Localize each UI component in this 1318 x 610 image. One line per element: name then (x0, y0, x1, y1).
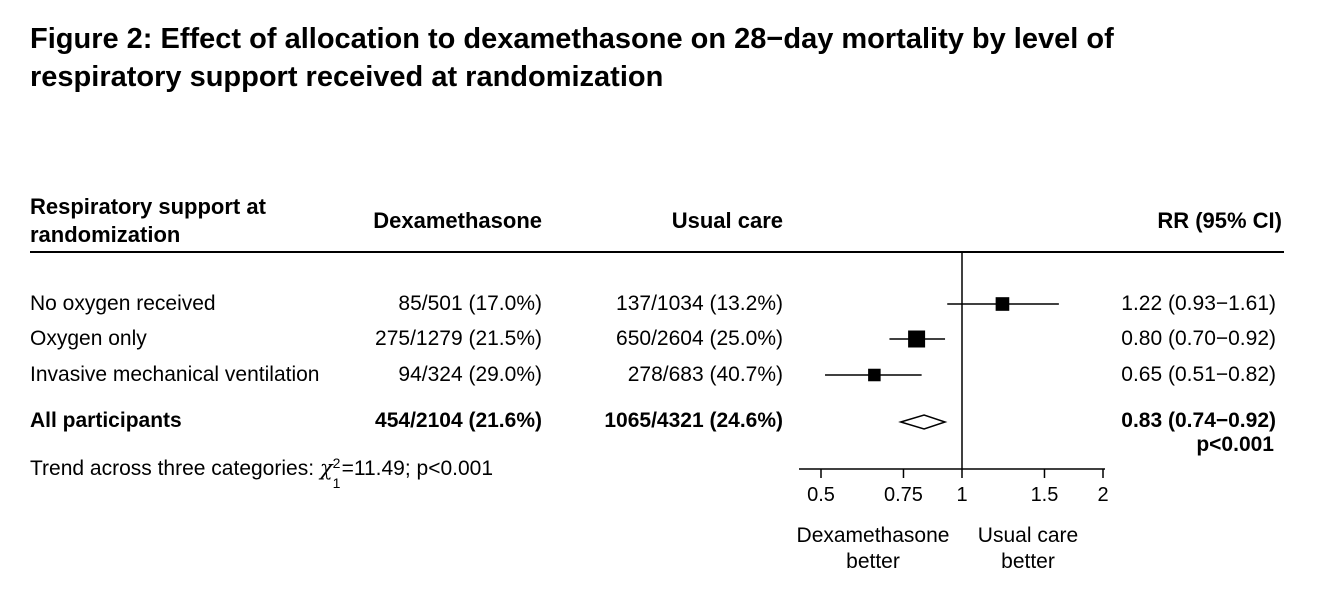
trend-test: Trend across three categories: χ 2 1 =11.49… (30, 455, 494, 490)
left-direction-label-line1: Dexamethasone (797, 524, 950, 547)
overall-dex-value: 454/2104 (21.6%) (375, 409, 542, 432)
x-tick-label: 1.5 (1031, 484, 1059, 506)
right-direction-label-line1: Usual care (978, 524, 1078, 547)
overall-p-value: p<0.001 (1196, 433, 1274, 456)
forest-plot-marks: 0.5 0.75 1 1.5 2 Dexamethasone better Usual car… (797, 253, 1109, 573)
row-dex-value: 94/324 (29.0%) (398, 363, 542, 386)
row-rr-text: 0.65 (0.51−0.82) (1121, 363, 1276, 386)
overall-rr-text: 0.83 (0.74−0.92) (1121, 409, 1276, 432)
row-dex-value: 275/1279 (21.5%) (375, 327, 542, 350)
x-tick-label: 1 (956, 484, 967, 506)
row-dex-value: 85/501 (17.0%) (398, 292, 542, 315)
x-tick-label: 0.75 (884, 484, 923, 506)
header-usual-care: Usual care (671, 208, 783, 233)
point-estimate-square (908, 330, 926, 348)
chi-subscript: 1 (332, 475, 341, 491)
right-direction-label-line2: better (1001, 550, 1055, 573)
figure-title: Figure 2: Effect of allocation to dexame… (30, 23, 1114, 93)
x-tick-label: 0.5 (807, 484, 835, 506)
trend-prefix: Trend across three categories: (30, 457, 320, 480)
row-usual-value: 278/683 (40.7%) (627, 363, 783, 386)
row-label: No oxygen received (30, 292, 216, 315)
overall-diamond (898, 414, 948, 430)
header-dexamethasone: Dexamethasone (373, 208, 542, 233)
row-rr-text: 1.22 (0.93−1.61) (1121, 292, 1276, 315)
row-rr-text: 0.80 (0.70−0.92) (1121, 327, 1276, 350)
header-rr: RR (95% CI) (1157, 208, 1282, 233)
point-estimate-square (995, 297, 1010, 311)
overall-usual-value: 1065/4321 (24.6%) (604, 409, 783, 432)
row-usual-value: 650/2604 (25.0%) (616, 327, 783, 350)
row-label: Invasive mechanical ventilation (30, 363, 320, 386)
chi-superscript: 2 (332, 455, 341, 471)
overall-label: All participants (30, 409, 182, 432)
chi-symbol: χ (319, 456, 333, 480)
point-estimate-square (868, 368, 881, 382)
x-tick-label: 2 (1097, 484, 1108, 506)
row-label: Oxygen only (30, 327, 147, 350)
header-rule (30, 251, 1284, 253)
row-usual-value: 137/1034 (13.2%) (616, 292, 783, 315)
left-direction-label-line2: better (846, 550, 900, 573)
trend-suffix: =11.49; p<0.001 (341, 457, 494, 480)
header-category: Respiratory support at randomization (30, 194, 266, 247)
